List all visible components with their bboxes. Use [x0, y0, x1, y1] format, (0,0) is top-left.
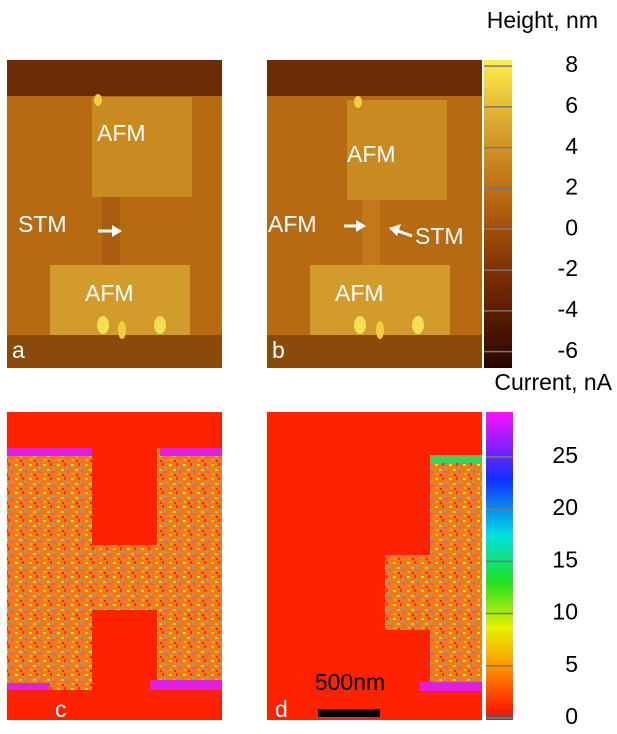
- panel-label: a: [12, 337, 25, 363]
- tick-label: -4: [558, 296, 579, 322]
- colorbar-title: Height, nm: [487, 7, 598, 33]
- colorbar: [484, 60, 512, 368]
- tick-label: 10: [552, 599, 578, 625]
- tick-label: 5: [565, 651, 578, 677]
- colorbar: [486, 412, 513, 720]
- annotation: AFM: [347, 141, 396, 167]
- tick-label: 8: [565, 51, 578, 77]
- annotation: STM: [18, 211, 67, 237]
- colorbar-title: Current, nA: [494, 369, 612, 395]
- tick-label: 20: [552, 494, 578, 520]
- tick-label: -6: [558, 337, 578, 363]
- tick-label: 15: [552, 546, 578, 572]
- panel-b: [267, 60, 482, 368]
- annotation: AFM: [335, 280, 384, 306]
- tick-label: 2: [565, 174, 578, 200]
- annotation: AFM: [97, 120, 146, 146]
- panel-a: [7, 60, 222, 368]
- tick-label: 6: [565, 92, 578, 118]
- panel-label: d: [275, 696, 288, 722]
- annotation: AFM: [85, 280, 134, 306]
- annotation: STM: [415, 223, 464, 249]
- annotation: AFM: [268, 211, 317, 237]
- tick-label: 0: [565, 703, 578, 729]
- arrows: [98, 220, 413, 238]
- tick-label: 4: [565, 133, 578, 159]
- scale-bar: [318, 709, 380, 717]
- tick-label: -2: [558, 255, 578, 281]
- panel-d: [267, 412, 482, 720]
- panel-c: [7, 412, 222, 720]
- tick-label: 0: [565, 214, 578, 240]
- panel-label: c: [55, 696, 67, 722]
- scale-bar-label: 500nm: [315, 669, 385, 695]
- tick-label: 25: [552, 442, 578, 468]
- panel-label: b: [272, 337, 285, 363]
